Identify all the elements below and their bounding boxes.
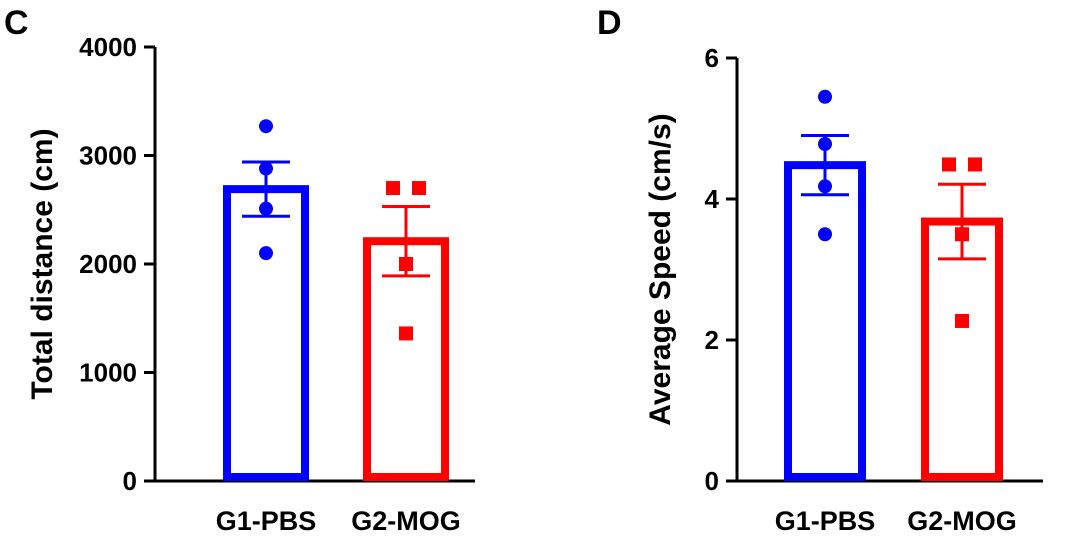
bar-g1-pbs — [784, 161, 866, 481]
data-point — [818, 89, 832, 104]
chart-panel-c: C Total distance (cm) 0 1000 2000 3000 4000 G1-… — [4, 4, 475, 536]
data-point — [818, 179, 832, 194]
data-point — [955, 227, 969, 242]
x-tick-label: G1-PBS — [775, 506, 876, 536]
panel-label: C — [4, 4, 29, 42]
data-point — [259, 201, 273, 216]
data-point — [818, 137, 832, 152]
data-point — [399, 326, 413, 341]
data-point — [412, 181, 426, 196]
panel-label: D — [597, 4, 622, 42]
y-tick-label: 0 — [123, 466, 137, 496]
data-point — [968, 157, 982, 172]
y-tick-label: 2 — [705, 325, 719, 355]
data-point — [399, 257, 413, 271]
data-point — [259, 161, 273, 176]
y-tick-label: 0 — [705, 466, 719, 496]
data-point — [259, 119, 273, 134]
y-tick-label: 4 — [705, 184, 720, 214]
y-axis-title: Total distance (cm) — [26, 128, 59, 399]
y-tick-label: 4000 — [79, 32, 137, 62]
x-tick-label: G1-PBS — [216, 506, 317, 536]
y-tick-label: 1000 — [79, 358, 137, 388]
data-point — [259, 246, 273, 261]
data-point — [942, 157, 956, 172]
data-point — [386, 181, 400, 196]
chart-panel-d: D Average Speed (cm/s) 0 2 4 6 G1-PBS G2-MOG — [597, 4, 1043, 536]
bar-g1-pbs — [223, 185, 309, 481]
data-point — [955, 313, 969, 328]
y-tick-label: 3000 — [79, 141, 137, 171]
y-tick-label: 6 — [705, 43, 719, 73]
y-axis-title: Average Speed (cm/s) — [644, 113, 677, 425]
data-point — [818, 227, 832, 242]
x-tick-label: G2-MOG — [351, 506, 461, 536]
y-tick-label: 2000 — [79, 249, 137, 279]
x-tick-label: G2-MOG — [907, 506, 1017, 536]
